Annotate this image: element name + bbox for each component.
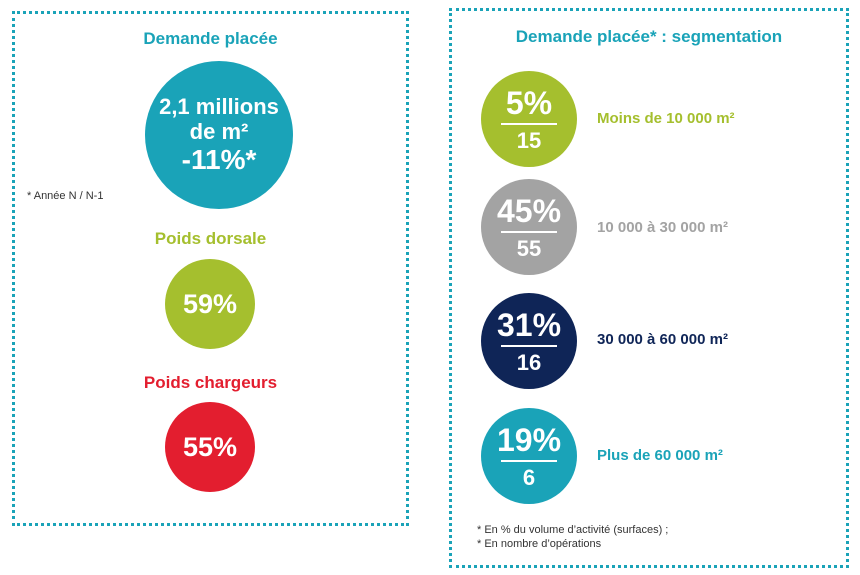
chargeurs-circle: 55% (165, 402, 255, 492)
demand-summary-panel: Demande placée 2,1 millions de m² -11%* … (12, 11, 409, 526)
segment-circle: 45% 55 (481, 179, 577, 275)
segmentation-panel: Demande placée* : segmentation 5% 15 Moi… (449, 8, 849, 568)
segment-percent: 31% (496, 307, 562, 343)
demand-title: Demande placée (143, 29, 278, 48)
segment-label: Moins de 10 000 m² (597, 110, 735, 127)
demand-volume-unit: de m² (189, 119, 249, 144)
segment-divider (501, 460, 557, 462)
dorsale-value: 59% (182, 288, 238, 319)
dorsale-circle: 59% (165, 259, 255, 349)
chargeurs-title: Poids chargeurs (143, 373, 278, 392)
segment-label: Plus de 60 000 m² (597, 447, 723, 464)
segment-circle: 31% 16 (481, 293, 577, 389)
chargeurs-value: 55% (182, 431, 238, 462)
segment-percent: 45% (496, 193, 562, 229)
segment-operations: 15 (516, 128, 542, 153)
demand-volume-circle: 2,1 millions de m² -11%* (145, 61, 293, 209)
segment-label: 30 000 à 60 000 m² (597, 331, 728, 348)
segment-operations: 55 (516, 236, 542, 261)
note-operations: * En nombre d’opérations (477, 538, 602, 550)
segment-divider (501, 123, 557, 125)
segment-circle: 19% 6 (481, 408, 577, 504)
segment-percent: 19% (496, 422, 562, 458)
year-footnote: * Année N / N-1 (27, 190, 104, 202)
segment-divider (501, 231, 557, 233)
segment-percent: 5% (505, 85, 553, 121)
note-surface: * En % du volume d’activité (surfaces) ; (477, 524, 669, 536)
segment-operations: 16 (516, 350, 542, 375)
demand-volume-value: 2,1 millions (159, 94, 279, 119)
dorsale-title: Poids dorsale (154, 229, 267, 248)
segment-label: 10 000 à 30 000 m² (597, 219, 728, 236)
segmentation-notes: * En % du volume d’activité (surfaces) ;… (477, 523, 668, 551)
segment-circle: 5% 15 (481, 71, 577, 167)
segment-operations: 6 (522, 465, 536, 490)
segmentation-title: Demande placée* : segmentation (515, 27, 783, 46)
demand-change-value: -11%* (181, 144, 257, 175)
segment-divider (501, 345, 557, 347)
